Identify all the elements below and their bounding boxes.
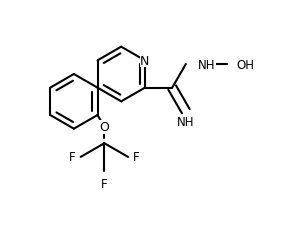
- Text: NH: NH: [177, 115, 195, 128]
- Text: O: O: [99, 121, 109, 134]
- Text: OH: OH: [237, 58, 255, 71]
- Text: N: N: [140, 55, 150, 67]
- Text: F: F: [69, 151, 76, 164]
- Text: NH: NH: [198, 58, 215, 71]
- Text: F: F: [101, 178, 108, 191]
- Text: F: F: [133, 151, 140, 164]
